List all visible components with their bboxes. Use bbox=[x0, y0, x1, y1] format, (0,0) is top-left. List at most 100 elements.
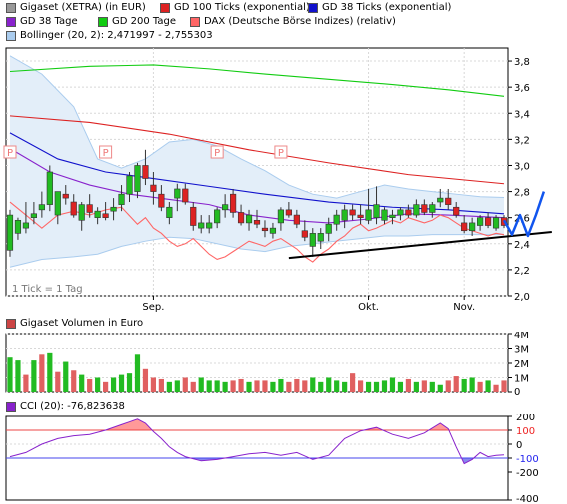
candle-body bbox=[38, 204, 45, 211]
volume-bar bbox=[118, 374, 125, 392]
legend-item-gd200-tage: GD 200 Tage bbox=[98, 16, 190, 27]
candle-body bbox=[461, 222, 468, 232]
legend-row-2: GD 38 Tage GD 200 Tage DAX (Deutsche Bör… bbox=[6, 15, 562, 28]
candle-body bbox=[373, 204, 380, 218]
volume-bar bbox=[381, 380, 388, 392]
candle-body bbox=[94, 210, 101, 218]
y-tick-label: 2,2 bbox=[514, 266, 530, 277]
legend-label: GD 38 Ticks (exponential) bbox=[322, 2, 452, 13]
volume-bar bbox=[334, 380, 340, 392]
y-tick-label: 3,6 bbox=[514, 83, 530, 94]
candle-body bbox=[245, 214, 253, 224]
volume-bar bbox=[342, 381, 348, 392]
volume-panel-title: Gigaset Volumen in Euro bbox=[6, 318, 143, 329]
y-tick-label: 2,0 bbox=[514, 292, 530, 303]
y-tick-label: 200 bbox=[516, 414, 535, 423]
volume-bar bbox=[501, 380, 507, 392]
y-tick-label: 4M bbox=[514, 332, 529, 341]
volume-bar bbox=[95, 377, 101, 392]
volume-bar bbox=[262, 380, 268, 392]
legend-item-gigaset-price: Gigaset (XETRA) (in EUR) bbox=[6, 2, 160, 13]
candle-body bbox=[492, 217, 500, 229]
volume-bar bbox=[286, 381, 292, 392]
legend-swatch bbox=[6, 30, 16, 41]
candle-body bbox=[237, 212, 245, 224]
volume-bar bbox=[126, 373, 133, 392]
volume-bar bbox=[190, 381, 196, 392]
volume-bar bbox=[294, 378, 300, 392]
candle-body bbox=[309, 233, 316, 247]
volume-bar bbox=[79, 374, 85, 392]
gd100-ticks-line bbox=[9, 115, 505, 185]
trendline bbox=[288, 231, 552, 260]
volume-bar bbox=[453, 376, 459, 392]
candle-body bbox=[285, 209, 292, 216]
volume-bar bbox=[429, 381, 435, 392]
volume-bar bbox=[302, 380, 308, 392]
legend-row-1: Gigaset (XETRA) (in EUR) GD 100 Ticks (e… bbox=[6, 1, 562, 14]
candle-body bbox=[397, 209, 404, 216]
candle-body bbox=[142, 165, 149, 179]
y-tick-label: 1M bbox=[514, 374, 529, 385]
volume-bar bbox=[373, 381, 380, 392]
candle-body bbox=[174, 188, 181, 199]
y-tick-label: 2,4 bbox=[514, 240, 530, 251]
event-marker-box bbox=[274, 145, 288, 159]
volume-bar bbox=[7, 357, 13, 392]
candle-body bbox=[22, 222, 30, 229]
candle-body bbox=[261, 227, 269, 232]
volume-bar bbox=[445, 380, 451, 392]
event-marker-label: P bbox=[278, 148, 284, 159]
volume-title: Gigaset Volumen in Euro bbox=[20, 318, 144, 329]
candle-body bbox=[110, 206, 117, 212]
volume-bar bbox=[365, 381, 372, 392]
volume-bar bbox=[39, 354, 45, 392]
volume-bar bbox=[214, 380, 220, 392]
volume-bar bbox=[182, 377, 188, 392]
volume-bar bbox=[71, 370, 77, 392]
legend-swatch bbox=[308, 2, 318, 13]
volume-bar bbox=[469, 377, 475, 392]
x-tick-label: Sep. bbox=[142, 302, 164, 313]
candle-body bbox=[469, 222, 476, 232]
legend-item-dax: DAX (Deutsche Börse Indizes) (relativ) bbox=[190, 16, 396, 27]
volume-bar bbox=[150, 377, 157, 392]
y-tick-label: 0 bbox=[514, 387, 520, 396]
candle-body bbox=[14, 219, 22, 234]
volume-bar bbox=[47, 352, 53, 392]
candle-body bbox=[421, 204, 428, 213]
legend-swatch bbox=[190, 16, 200, 27]
candle-body bbox=[6, 214, 14, 251]
y-tick-label: 3,4 bbox=[514, 109, 530, 120]
volume-bar bbox=[485, 380, 491, 392]
volume-bar bbox=[31, 360, 37, 392]
candle-body bbox=[206, 222, 213, 229]
volume-bar bbox=[230, 380, 236, 392]
y-tick-label: 0 bbox=[516, 440, 522, 451]
volume-bar bbox=[493, 384, 499, 392]
legend-label: DAX (Deutsche Börse Indizes) (relativ) bbox=[204, 16, 396, 27]
volume-bar bbox=[357, 380, 364, 392]
legend-swatch bbox=[6, 2, 16, 13]
volume-bar bbox=[318, 381, 324, 392]
candle-body bbox=[269, 227, 277, 234]
cci-swatch bbox=[6, 401, 16, 412]
legend-label: GD 100 Ticks (exponential) bbox=[174, 2, 310, 13]
candle-body bbox=[453, 206, 460, 216]
volume-bar bbox=[222, 381, 228, 392]
candle-body bbox=[301, 230, 308, 238]
legend-swatch bbox=[6, 16, 16, 27]
legend-label: GD 38 Tage bbox=[20, 16, 78, 27]
legend-item-gd38-tage: GD 38 Tage bbox=[6, 16, 98, 27]
legend-label: Gigaset (XETRA) (in EUR) bbox=[20, 2, 146, 13]
y-tick-label: 3M bbox=[514, 345, 529, 356]
legend-swatch bbox=[98, 16, 108, 27]
candle-body bbox=[102, 213, 109, 218]
candle-body bbox=[293, 214, 300, 225]
candle-body bbox=[484, 217, 492, 226]
event-marker-box bbox=[210, 145, 224, 159]
candle-body bbox=[86, 204, 93, 213]
volume-bar bbox=[63, 361, 69, 392]
tick-note: 1 Tick = 1 Tag bbox=[12, 284, 83, 295]
volume-bar bbox=[405, 378, 411, 392]
